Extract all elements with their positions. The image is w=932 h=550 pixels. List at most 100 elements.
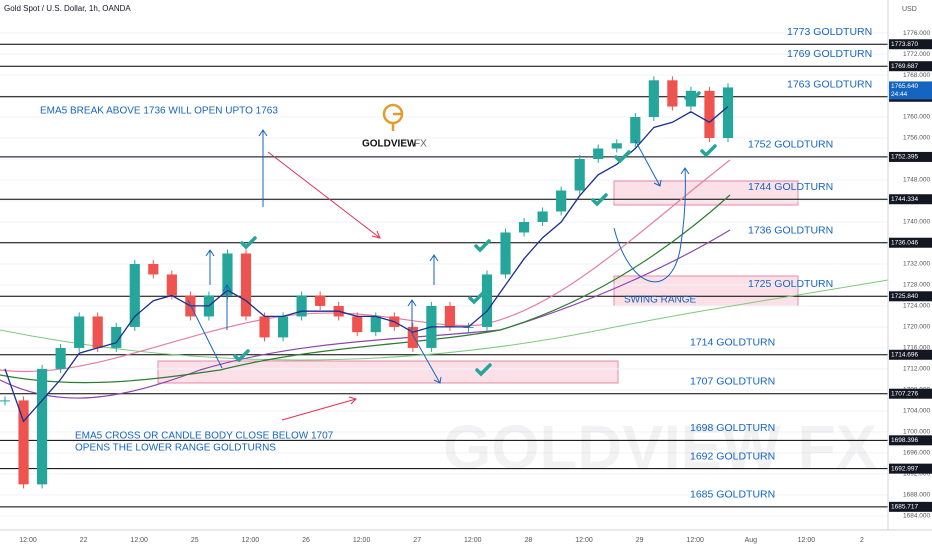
- level-price-box: [889, 194, 932, 205]
- logo: GOLDVIEW FX: [362, 103, 427, 150]
- level-price-box: [889, 388, 932, 399]
- y-tick-label: 1740.000: [903, 219, 930, 226]
- y-tick-label: 1732.000: [903, 261, 930, 268]
- level-price-box: [889, 501, 932, 512]
- x-tick-label: 29: [636, 537, 644, 544]
- level-price-label: 1769.687: [891, 63, 918, 70]
- y-tick-label: 1716.000: [903, 345, 930, 352]
- countdown-label: 24:44: [891, 91, 908, 98]
- candle: [611, 143, 622, 149]
- candle: [518, 221, 530, 233]
- current-price-label: 1765.640: [891, 83, 918, 90]
- x-tick-label: 12:00: [686, 537, 704, 544]
- level-price-label: 1714.696: [891, 351, 918, 358]
- candle: [500, 232, 511, 275]
- y-tick-label: 1696.000: [903, 450, 930, 457]
- y-tick-label: 1776.000: [903, 30, 930, 37]
- x-tick-label: 12:00: [242, 537, 260, 544]
- y-tick-label: 1756.000: [903, 135, 930, 142]
- level-label: 1752 GOLDTURN: [748, 139, 833, 151]
- x-tick-label: 26: [302, 537, 310, 544]
- zone: [613, 275, 799, 307]
- x-tick-label: 22: [80, 537, 88, 544]
- level-price-box: [889, 463, 932, 474]
- x-tick-label: 12:00: [19, 537, 37, 544]
- candle: [667, 80, 678, 107]
- ema-line: [4, 106, 729, 423]
- axis-label: USD: [902, 6, 917, 13]
- ma-line: [0, 194, 731, 384]
- level-price-box: [889, 435, 932, 446]
- level-price-label: 1698.396: [891, 437, 918, 444]
- candle: [593, 148, 604, 160]
- level-price-box: [889, 291, 932, 302]
- logo-text: GOLDVIEW: [362, 139, 417, 150]
- marks-layer: [0, 76, 734, 489]
- y-tick-label: 1748.000: [903, 177, 930, 184]
- y-tick-label: 1768.000: [903, 72, 930, 79]
- y-tick-label: 1772.000: [903, 51, 930, 58]
- level-label: 1769 GOLDTURN: [787, 48, 872, 60]
- x-tick-label: 12:00: [575, 537, 593, 544]
- candle: [352, 316, 363, 333]
- x-tick-label: 12:00: [130, 537, 148, 544]
- level-label: 1725 GOLDTURN: [748, 278, 833, 290]
- level-price-label: 1752.395: [891, 154, 918, 161]
- candle: [277, 316, 289, 338]
- level-label: 1736 GOLDTURN: [748, 225, 833, 237]
- ma-line: [0, 229, 731, 399]
- annotation: OPENS THE LOWER RANGE GOLDTURNS: [75, 443, 276, 454]
- y-tick-label: 1760.000: [903, 114, 930, 121]
- y-tick-label: 1688.000: [903, 492, 930, 499]
- level-price-label: 1725.840: [891, 293, 918, 300]
- x-tick-label: 12:00: [798, 537, 816, 544]
- candle: [296, 295, 307, 317]
- x-tick-label: 12:00: [353, 537, 371, 544]
- level-price-label: 1692.997: [891, 465, 918, 472]
- level-price-label: 1773.870: [891, 41, 918, 48]
- level-price-box: [889, 61, 932, 72]
- x-tick-label: 2: [860, 537, 864, 544]
- y-tick-label: 1684.000: [903, 513, 930, 520]
- candle: [630, 117, 641, 144]
- level-label: 1763 GOLDTURN: [787, 79, 872, 91]
- level-price-label: 1685.717: [891, 504, 918, 511]
- level-price-label: 1707.276: [891, 390, 918, 397]
- candle: [111, 326, 122, 348]
- candle: [481, 274, 493, 327]
- candle: [0, 400, 11, 402]
- candle: [704, 90, 715, 139]
- candle: [574, 159, 585, 191]
- x-tick-label: 28: [525, 537, 533, 544]
- candle: [18, 400, 29, 485]
- levels-layer: 1773 GOLDTURN 1769 GOLDTURN 1763 GOLDTURN 1…: [0, 26, 888, 508]
- candle: [166, 274, 177, 296]
- candle: [259, 316, 270, 338]
- candle: [36, 368, 48, 485]
- candle: [444, 305, 456, 327]
- y-tick-label: 1692.000: [903, 471, 930, 478]
- x-tick-label: Aug: [745, 537, 758, 544]
- current-price-box: [889, 81, 932, 100]
- candle: [55, 347, 66, 369]
- candle: [648, 80, 659, 118]
- candle: [74, 316, 85, 348]
- axis-layer: 1684.000 1688.000 1692.000 1696.000 1700.000…: [19, 30, 932, 544]
- y-tick-label: 1700.000: [903, 429, 930, 436]
- y-tick-label: 1724.000: [903, 303, 930, 310]
- arrows: [267, 151, 381, 421]
- level-price-label: 1744.334: [891, 196, 918, 203]
- candle: [315, 295, 326, 306]
- chart-title: Gold Spot / U.S. Dollar, 1h, OANDA: [4, 4, 131, 13]
- x-tick-label: 12:00: [464, 537, 482, 544]
- level-label: 1685 GOLDTURN: [690, 489, 775, 501]
- candle: [722, 87, 734, 139]
- candle: [556, 190, 567, 212]
- check-marks: [233, 91, 717, 377]
- candle: [92, 316, 103, 348]
- y-tick-label: 1704.000: [903, 408, 930, 415]
- level-label: 1744 GOLDTURN: [748, 181, 833, 193]
- level-label: 1707 GOLDTURN: [690, 375, 775, 387]
- x-tick-label: 25: [191, 537, 199, 544]
